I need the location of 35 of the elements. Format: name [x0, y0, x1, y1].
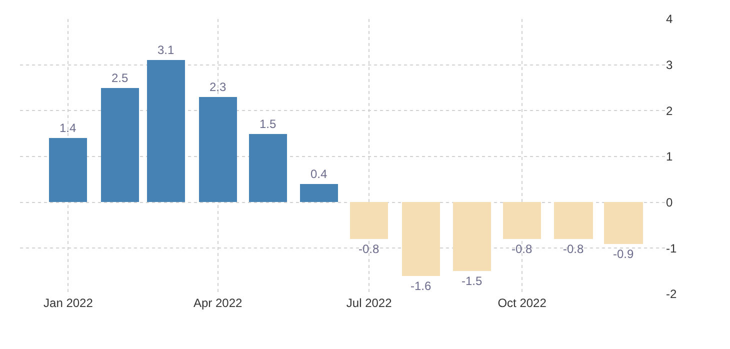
data-label: -0.8: [512, 242, 532, 256]
bar: [49, 138, 87, 202]
bar: [300, 184, 338, 202]
x-tick-label: Apr 2022: [193, 296, 242, 310]
y-tick-label: 3: [666, 58, 673, 72]
bar: [350, 202, 388, 239]
y-tick-label: 1: [666, 150, 673, 164]
bar: [402, 202, 440, 276]
bar: [199, 97, 237, 202]
x-tick-label: Jul 2022: [346, 296, 392, 310]
data-label: 2.5: [111, 71, 129, 85]
y-tick-label: 4: [666, 12, 673, 26]
bar: [101, 88, 139, 202]
bar: [503, 202, 541, 239]
y-tick-label: 0: [666, 196, 673, 210]
bar: [249, 134, 287, 202]
x-tick-label: Jan 2022: [44, 296, 94, 310]
data-label: 2.3: [209, 80, 227, 94]
x-tick-label: Oct 2022: [498, 296, 547, 310]
bar: [604, 202, 643, 244]
data-label: 3.1: [157, 43, 175, 57]
data-label: -0.8: [358, 242, 380, 256]
y-tick-label: 2: [666, 104, 673, 118]
bar: [554, 202, 593, 239]
data-label: 0.4: [310, 167, 328, 181]
data-label: 1.4: [59, 121, 77, 135]
bar: [453, 202, 491, 271]
y-tick-label: -2: [666, 287, 677, 302]
data-label: 1.5: [259, 117, 277, 131]
y-tick-label: -1: [666, 241, 677, 256]
data-label: -0.9: [613, 247, 634, 261]
data-label: -1.5: [462, 274, 482, 288]
bar: [147, 60, 185, 202]
data-label: -1.6: [410, 279, 432, 293]
data-label: -0.8: [563, 242, 584, 256]
